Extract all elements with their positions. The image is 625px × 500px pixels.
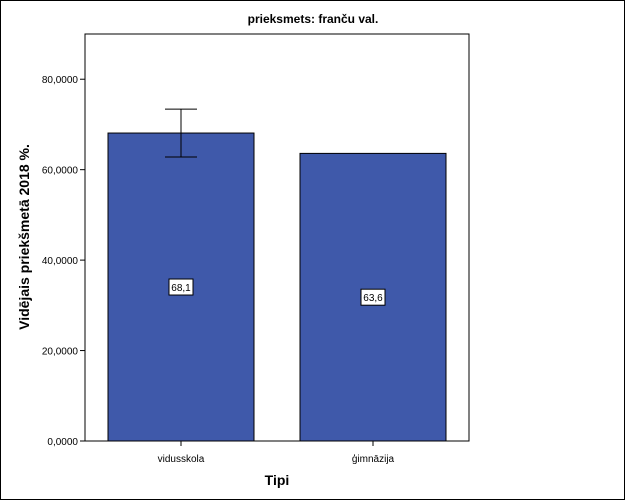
y-axis: 0,0000 20,0000 40,0000 60,0000 80,0000: [42, 75, 85, 448]
x-tick-label: vidusskola: [158, 454, 205, 465]
x-tick-label: ģimnāzija: [352, 452, 395, 465]
chart-title: prieksmets: franču val.: [248, 12, 379, 26]
y-axis-title: Vidējais priekšmetā 2018 %.: [16, 144, 32, 330]
y-tick-label: 0,0000: [47, 437, 78, 448]
data-label: 68,1: [171, 283, 191, 294]
y-tick-label: 60,0000: [42, 166, 79, 177]
data-label-box: [360, 288, 386, 306]
data-label: 63,6: [363, 293, 383, 304]
y-tick-label: 40,0000: [42, 256, 79, 267]
y-tick-label: 80,0000: [42, 75, 79, 86]
data-label-box: [168, 278, 194, 296]
y-tick-label: 20,0000: [42, 347, 79, 358]
x-axis-title: Tipi: [265, 472, 290, 488]
x-axis: vidusskola ģimnāzija: [158, 441, 395, 465]
bars-group: 68,1 63,6: [107, 108, 447, 442]
